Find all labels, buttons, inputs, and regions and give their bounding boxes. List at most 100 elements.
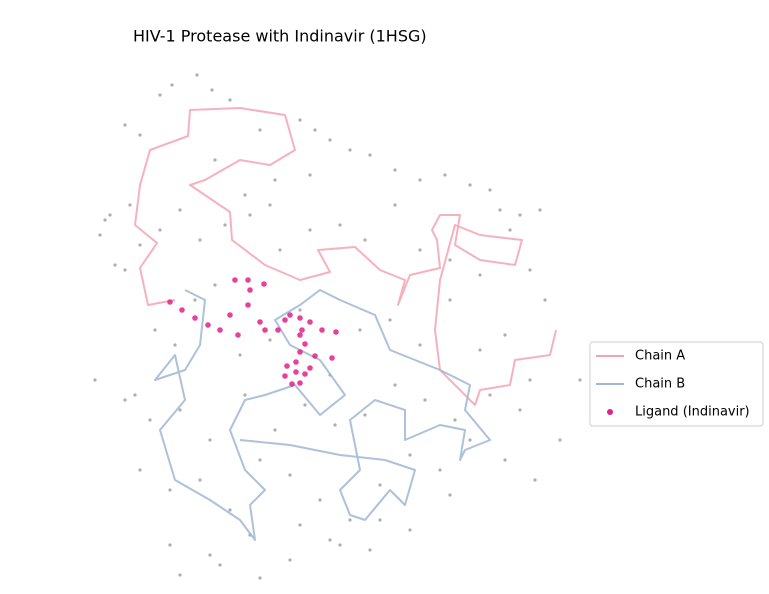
atom xyxy=(273,178,277,182)
ligand-atom xyxy=(287,312,293,318)
atom xyxy=(518,408,522,412)
atom xyxy=(138,243,142,247)
atom xyxy=(268,203,272,207)
ligand-atom xyxy=(307,319,313,325)
atom xyxy=(210,88,214,92)
ligand-atom xyxy=(299,327,305,333)
atom xyxy=(213,283,217,287)
atom xyxy=(478,273,482,277)
atom xyxy=(243,193,247,197)
atom xyxy=(543,298,547,302)
ligand-atom xyxy=(312,353,318,359)
ligand-atom xyxy=(297,380,303,386)
atom xyxy=(195,73,199,77)
atom xyxy=(223,223,227,227)
atom xyxy=(138,133,142,137)
atom xyxy=(558,438,562,442)
atom xyxy=(478,348,482,352)
atom xyxy=(128,203,132,207)
atom xyxy=(363,413,367,417)
ligand-atom xyxy=(284,363,290,369)
atom xyxy=(578,378,582,382)
ligand-atom xyxy=(289,381,295,387)
legend-label: Chain B xyxy=(635,377,685,392)
atom xyxy=(228,508,232,512)
ligand-atom xyxy=(247,287,253,293)
atom xyxy=(528,378,532,382)
atom xyxy=(288,473,292,477)
ligand-atom xyxy=(227,312,233,318)
atom xyxy=(488,188,492,192)
atom xyxy=(448,298,452,302)
atom xyxy=(503,458,507,462)
atom xyxy=(508,228,512,232)
atom xyxy=(438,468,442,472)
atom xyxy=(348,518,352,522)
atom xyxy=(248,213,252,217)
ligand-atom xyxy=(245,277,251,283)
atom xyxy=(303,403,307,407)
atom xyxy=(518,213,522,217)
atom xyxy=(328,138,332,142)
ligand-atom xyxy=(205,322,211,328)
atom xyxy=(193,298,197,302)
atom xyxy=(408,528,412,532)
atom xyxy=(158,228,162,232)
ligand-atom xyxy=(329,355,335,361)
atom xyxy=(368,548,372,552)
atom xyxy=(378,483,382,487)
atom xyxy=(498,208,502,212)
ligand-atom xyxy=(167,299,173,305)
atom xyxy=(393,168,397,172)
atom xyxy=(153,328,157,332)
legend-box xyxy=(589,341,764,427)
atom xyxy=(108,213,112,217)
atom xyxy=(358,328,362,332)
ligand-atom xyxy=(282,373,288,379)
ligand-atom xyxy=(302,371,308,377)
ligand-atom xyxy=(217,327,223,333)
ligand-atom xyxy=(293,359,299,365)
legend-swatch xyxy=(607,409,613,415)
atom xyxy=(103,218,107,222)
atom xyxy=(453,418,457,422)
atom xyxy=(328,538,332,542)
atom xyxy=(238,353,242,357)
atom xyxy=(308,173,312,177)
atom xyxy=(213,158,217,162)
ligand-atom xyxy=(307,365,313,371)
ligand-atom xyxy=(282,317,288,323)
atom xyxy=(468,183,472,187)
atom xyxy=(133,393,137,397)
legend-label: Chain A xyxy=(635,349,685,364)
atom xyxy=(268,338,272,342)
ligand-atom xyxy=(275,327,281,333)
atom xyxy=(418,343,422,347)
atom xyxy=(123,123,127,127)
ligand-atom xyxy=(179,307,185,313)
atom xyxy=(503,333,507,337)
legend-label: Ligand (Indinavir) xyxy=(635,405,750,420)
atom xyxy=(168,488,172,492)
ligand-atom xyxy=(257,319,263,325)
atom xyxy=(178,408,182,412)
atom xyxy=(198,478,202,482)
atom xyxy=(258,458,262,462)
ligand-atom xyxy=(235,332,241,338)
atom xyxy=(298,118,302,122)
chain-trace xyxy=(134,107,557,406)
ligand-atom xyxy=(245,302,251,308)
atom xyxy=(538,208,542,212)
atom xyxy=(368,153,372,157)
atom xyxy=(528,268,532,272)
atom xyxy=(488,393,492,397)
atom xyxy=(138,468,142,472)
atom xyxy=(288,558,292,562)
atom xyxy=(318,498,322,502)
atom xyxy=(418,248,422,252)
atom xyxy=(468,438,472,442)
atom xyxy=(208,438,212,442)
atom xyxy=(298,523,302,527)
atom xyxy=(348,148,352,152)
atom xyxy=(168,543,172,547)
